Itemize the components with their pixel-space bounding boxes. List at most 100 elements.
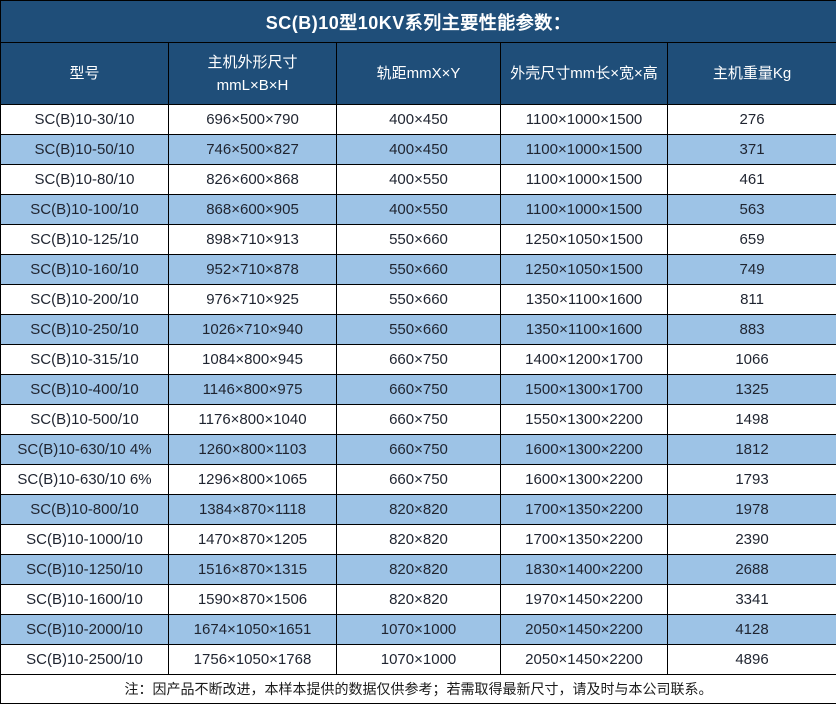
rail-gauge-cell: 400×450 bbox=[336, 104, 501, 135]
rail-gauge-cell: 820×820 bbox=[336, 584, 501, 615]
model-cell: SC(B)10-30/10 bbox=[0, 104, 169, 135]
shell-dimensions-cell: 1100×1000×1500 bbox=[500, 164, 668, 195]
footnote: 注：因产品不断改进，本样本提供的数据仅供参考；若需取得最新尺寸，请及时与本公司联… bbox=[0, 674, 836, 704]
table-row: SC(B)10-1600/10 1590×870×1506 820×820 1970×… bbox=[0, 584, 836, 615]
shell-dimensions-cell: 1350×1100×1600 bbox=[500, 314, 668, 345]
rail-gauge-cell: 660×750 bbox=[336, 344, 501, 375]
column-header-main-dimensions-line1: 主机外形尺寸 bbox=[207, 53, 298, 71]
rail-gauge-cell: 1070×1000 bbox=[336, 644, 501, 675]
column-header-shell-dimensions: 外壳尺寸mm长×宽×高 bbox=[500, 42, 668, 105]
main-dimensions-cell: 1026×710×940 bbox=[168, 314, 337, 345]
table-row: SC(B)10-630/10 4% 1260×800×1103 660×750 160… bbox=[0, 434, 836, 465]
table-body: SC(B)10-30/10 696×500×790 400×450 1100×1000… bbox=[0, 104, 836, 675]
model-cell: SC(B)10-50/10 bbox=[0, 134, 169, 165]
main-dimensions-cell: 976×710×925 bbox=[168, 284, 337, 315]
shell-dimensions-cell: 1700×1350×2200 bbox=[500, 494, 668, 525]
main-dimensions-cell: 1384×870×1118 bbox=[168, 494, 337, 525]
main-dimensions-cell: 1470×870×1205 bbox=[168, 524, 337, 555]
model-cell: SC(B)10-2500/10 bbox=[0, 644, 169, 675]
main-dimensions-cell: 1756×1050×1768 bbox=[168, 644, 337, 675]
table-row: SC(B)10-500/10 1176×800×1040 660×750 1550×1… bbox=[0, 404, 836, 435]
main-dimensions-cell: 1590×870×1506 bbox=[168, 584, 337, 615]
weight-cell: 1793 bbox=[666, 464, 836, 495]
main-dimensions-cell: 1516×870×1315 bbox=[168, 554, 337, 585]
weight-cell: 2688 bbox=[666, 554, 836, 585]
table-row: SC(B)10-1000/10 1470×870×1205 820×820 1700×… bbox=[0, 524, 836, 555]
weight-cell: 371 bbox=[666, 134, 836, 165]
shell-dimensions-cell: 1600×1300×2200 bbox=[500, 464, 668, 495]
rail-gauge-cell: 820×820 bbox=[336, 524, 501, 555]
model-cell: SC(B)10-800/10 bbox=[0, 494, 169, 525]
rail-gauge-cell: 550×660 bbox=[336, 224, 501, 255]
weight-cell: 4128 bbox=[666, 614, 836, 645]
table-row: SC(B)10-630/10 6% 1296×800×1065 660×750 160… bbox=[0, 464, 836, 495]
shell-dimensions-cell: 2050×1450×2200 bbox=[500, 614, 668, 645]
rail-gauge-cell: 660×750 bbox=[336, 464, 501, 495]
model-cell: SC(B)10-500/10 bbox=[0, 404, 169, 435]
weight-cell: 2390 bbox=[666, 524, 836, 555]
weight-cell: 563 bbox=[666, 194, 836, 225]
table-row: SC(B)10-250/10 1026×710×940 550×660 1350×11… bbox=[0, 314, 836, 345]
weight-cell: 749 bbox=[666, 254, 836, 285]
main-dimensions-cell: 1146×800×975 bbox=[168, 374, 337, 405]
table-row: SC(B)10-800/10 1384×870×1118 820×820 1700×1… bbox=[0, 494, 836, 525]
shell-dimensions-cell: 1100×1000×1500 bbox=[500, 194, 668, 225]
weight-cell: 461 bbox=[666, 164, 836, 195]
shell-dimensions-cell: 1100×1000×1500 bbox=[500, 134, 668, 165]
rail-gauge-cell: 550×660 bbox=[336, 254, 501, 285]
shell-dimensions-cell: 1350×1100×1600 bbox=[500, 284, 668, 315]
rail-gauge-cell: 400×450 bbox=[336, 134, 501, 165]
table-row: SC(B)10-2000/10 1674×1050×1651 1070×1000 20… bbox=[0, 614, 836, 645]
weight-cell: 3341 bbox=[666, 584, 836, 615]
model-cell: SC(B)10-630/10 4% bbox=[0, 434, 169, 465]
main-dimensions-cell: 1260×800×1103 bbox=[168, 434, 337, 465]
rail-gauge-cell: 1070×1000 bbox=[336, 614, 501, 645]
weight-cell: 1978 bbox=[666, 494, 836, 525]
column-header-rail-gauge: 轨距mmX×Y bbox=[336, 42, 501, 105]
rail-gauge-cell: 820×820 bbox=[336, 554, 501, 585]
rail-gauge-cell: 660×750 bbox=[336, 374, 501, 405]
shell-dimensions-cell: 1100×1000×1500 bbox=[500, 104, 668, 135]
weight-cell: 659 bbox=[666, 224, 836, 255]
model-cell: SC(B)10-1600/10 bbox=[0, 584, 169, 615]
model-cell: SC(B)10-100/10 bbox=[0, 194, 169, 225]
table-row: SC(B)10-30/10 696×500×790 400×450 1100×1000… bbox=[0, 104, 836, 135]
table-row: SC(B)10-125/10 898×710×913 550×660 1250×105… bbox=[0, 224, 836, 255]
weight-cell: 1498 bbox=[666, 404, 836, 435]
column-header-main-dimensions-line2: mmL×B×H bbox=[216, 76, 289, 94]
table-row: SC(B)10-200/10 976×710×925 550×660 1350×110… bbox=[0, 284, 836, 315]
column-header-weight: 主机重量Kg bbox=[666, 42, 836, 105]
model-cell: SC(B)10-160/10 bbox=[0, 254, 169, 285]
main-dimensions-cell: 826×600×868 bbox=[168, 164, 337, 195]
rail-gauge-cell: 660×750 bbox=[336, 404, 501, 435]
table-row: SC(B)10-1250/10 1516×870×1315 820×820 1830×… bbox=[0, 554, 836, 585]
model-cell: SC(B)10-1250/10 bbox=[0, 554, 169, 585]
main-dimensions-cell: 1084×800×945 bbox=[168, 344, 337, 375]
main-dimensions-cell: 696×500×790 bbox=[168, 104, 337, 135]
table-header-row: 型号 主机外形尺寸 mmL×B×H 轨距mmX×Y 外壳尺寸mm长×宽×高 主机… bbox=[0, 42, 836, 105]
rail-gauge-cell: 400×550 bbox=[336, 194, 501, 225]
rail-gauge-cell: 550×660 bbox=[336, 284, 501, 315]
shell-dimensions-cell: 1400×1200×1700 bbox=[500, 344, 668, 375]
shell-dimensions-cell: 1250×1050×1500 bbox=[500, 224, 668, 255]
weight-cell: 811 bbox=[666, 284, 836, 315]
rail-gauge-cell: 400×550 bbox=[336, 164, 501, 195]
main-dimensions-cell: 1674×1050×1651 bbox=[168, 614, 337, 645]
main-dimensions-cell: 898×710×913 bbox=[168, 224, 337, 255]
shell-dimensions-cell: 1500×1300×1700 bbox=[500, 374, 668, 405]
model-cell: SC(B)10-80/10 bbox=[0, 164, 169, 195]
table-row: SC(B)10-315/10 1084×800×945 660×750 1400×12… bbox=[0, 344, 836, 375]
model-cell: SC(B)10-2000/10 bbox=[0, 614, 169, 645]
shell-dimensions-cell: 1830×1400×2200 bbox=[500, 554, 668, 585]
column-header-model: 型号 bbox=[0, 42, 169, 105]
table-row: SC(B)10-50/10 746×500×827 400×450 1100×1000… bbox=[0, 134, 836, 165]
shell-dimensions-cell: 1600×1300×2200 bbox=[500, 434, 668, 465]
weight-cell: 1812 bbox=[666, 434, 836, 465]
main-dimensions-cell: 1296×800×1065 bbox=[168, 464, 337, 495]
weight-cell: 1325 bbox=[666, 374, 836, 405]
table-row: SC(B)10-160/10 952×710×878 550×660 1250×105… bbox=[0, 254, 836, 285]
rail-gauge-cell: 550×660 bbox=[336, 314, 501, 345]
table-row: SC(B)10-80/10 826×600×868 400×550 1100×1000… bbox=[0, 164, 836, 195]
main-dimensions-cell: 746×500×827 bbox=[168, 134, 337, 165]
